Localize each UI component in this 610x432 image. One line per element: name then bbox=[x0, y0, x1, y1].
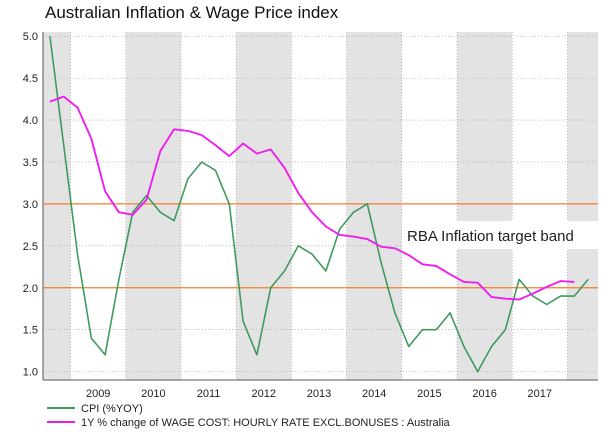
chart-title: Australian Inflation & Wage Price index bbox=[45, 3, 339, 22]
legend-label-2: 1Y % change of WAGE COST: HOURLY RATE EX… bbox=[81, 417, 451, 429]
y-tick-label-3: 2.5 bbox=[23, 241, 38, 253]
x-tick-label-4: 2013 bbox=[307, 388, 331, 400]
year-band-4 bbox=[346, 32, 402, 380]
year-band-6 bbox=[567, 32, 598, 380]
x-tick-label-2: 2011 bbox=[197, 388, 221, 400]
legend: CPI (%YOY) 1Y % change of WAGE COST: HOUR… bbox=[47, 403, 451, 429]
y-tick-label-6: 4.0 bbox=[23, 115, 38, 127]
y-tick-label-4: 3.0 bbox=[23, 199, 38, 211]
y-tick-label-5: 3.5 bbox=[23, 157, 38, 169]
series-line-1 bbox=[49, 36, 589, 373]
year-band-5 bbox=[457, 32, 513, 380]
year-band-1 bbox=[43, 32, 71, 380]
x-tick-label-5: 2014 bbox=[362, 388, 386, 400]
year-band-2 bbox=[125, 32, 181, 380]
y-tick-label-7: 4.5 bbox=[23, 73, 38, 85]
x-tick-label-6: 2015 bbox=[417, 388, 441, 400]
annotation-rba-band: RBA Inflation target band bbox=[407, 228, 574, 245]
annotation-background bbox=[402, 221, 598, 249]
y-tick-label-0: 1.0 bbox=[23, 367, 38, 379]
y-tick-label-2: 2.0 bbox=[23, 283, 38, 295]
x-tick-label-8: 2017 bbox=[528, 388, 552, 400]
y-tick-label-1: 1.5 bbox=[23, 325, 38, 337]
x-tick-label-7: 2016 bbox=[472, 388, 496, 400]
y-tick-label-8: 5.0 bbox=[23, 31, 38, 43]
x-tick-label-3: 2012 bbox=[252, 388, 276, 400]
x-tick-label-0: 2009 bbox=[86, 388, 110, 400]
series-line-2 bbox=[49, 95, 575, 301]
x-tick-label-1: 2010 bbox=[141, 388, 165, 400]
year-band-3 bbox=[236, 32, 292, 380]
plot-area: 1.0 1.5 2.0 2.5 3.0 3.5 4.0 4.5 5.0 2009 2010 2011 2… bbox=[23, 31, 598, 400]
legend-label-1: CPI (%YOY) bbox=[81, 403, 143, 415]
